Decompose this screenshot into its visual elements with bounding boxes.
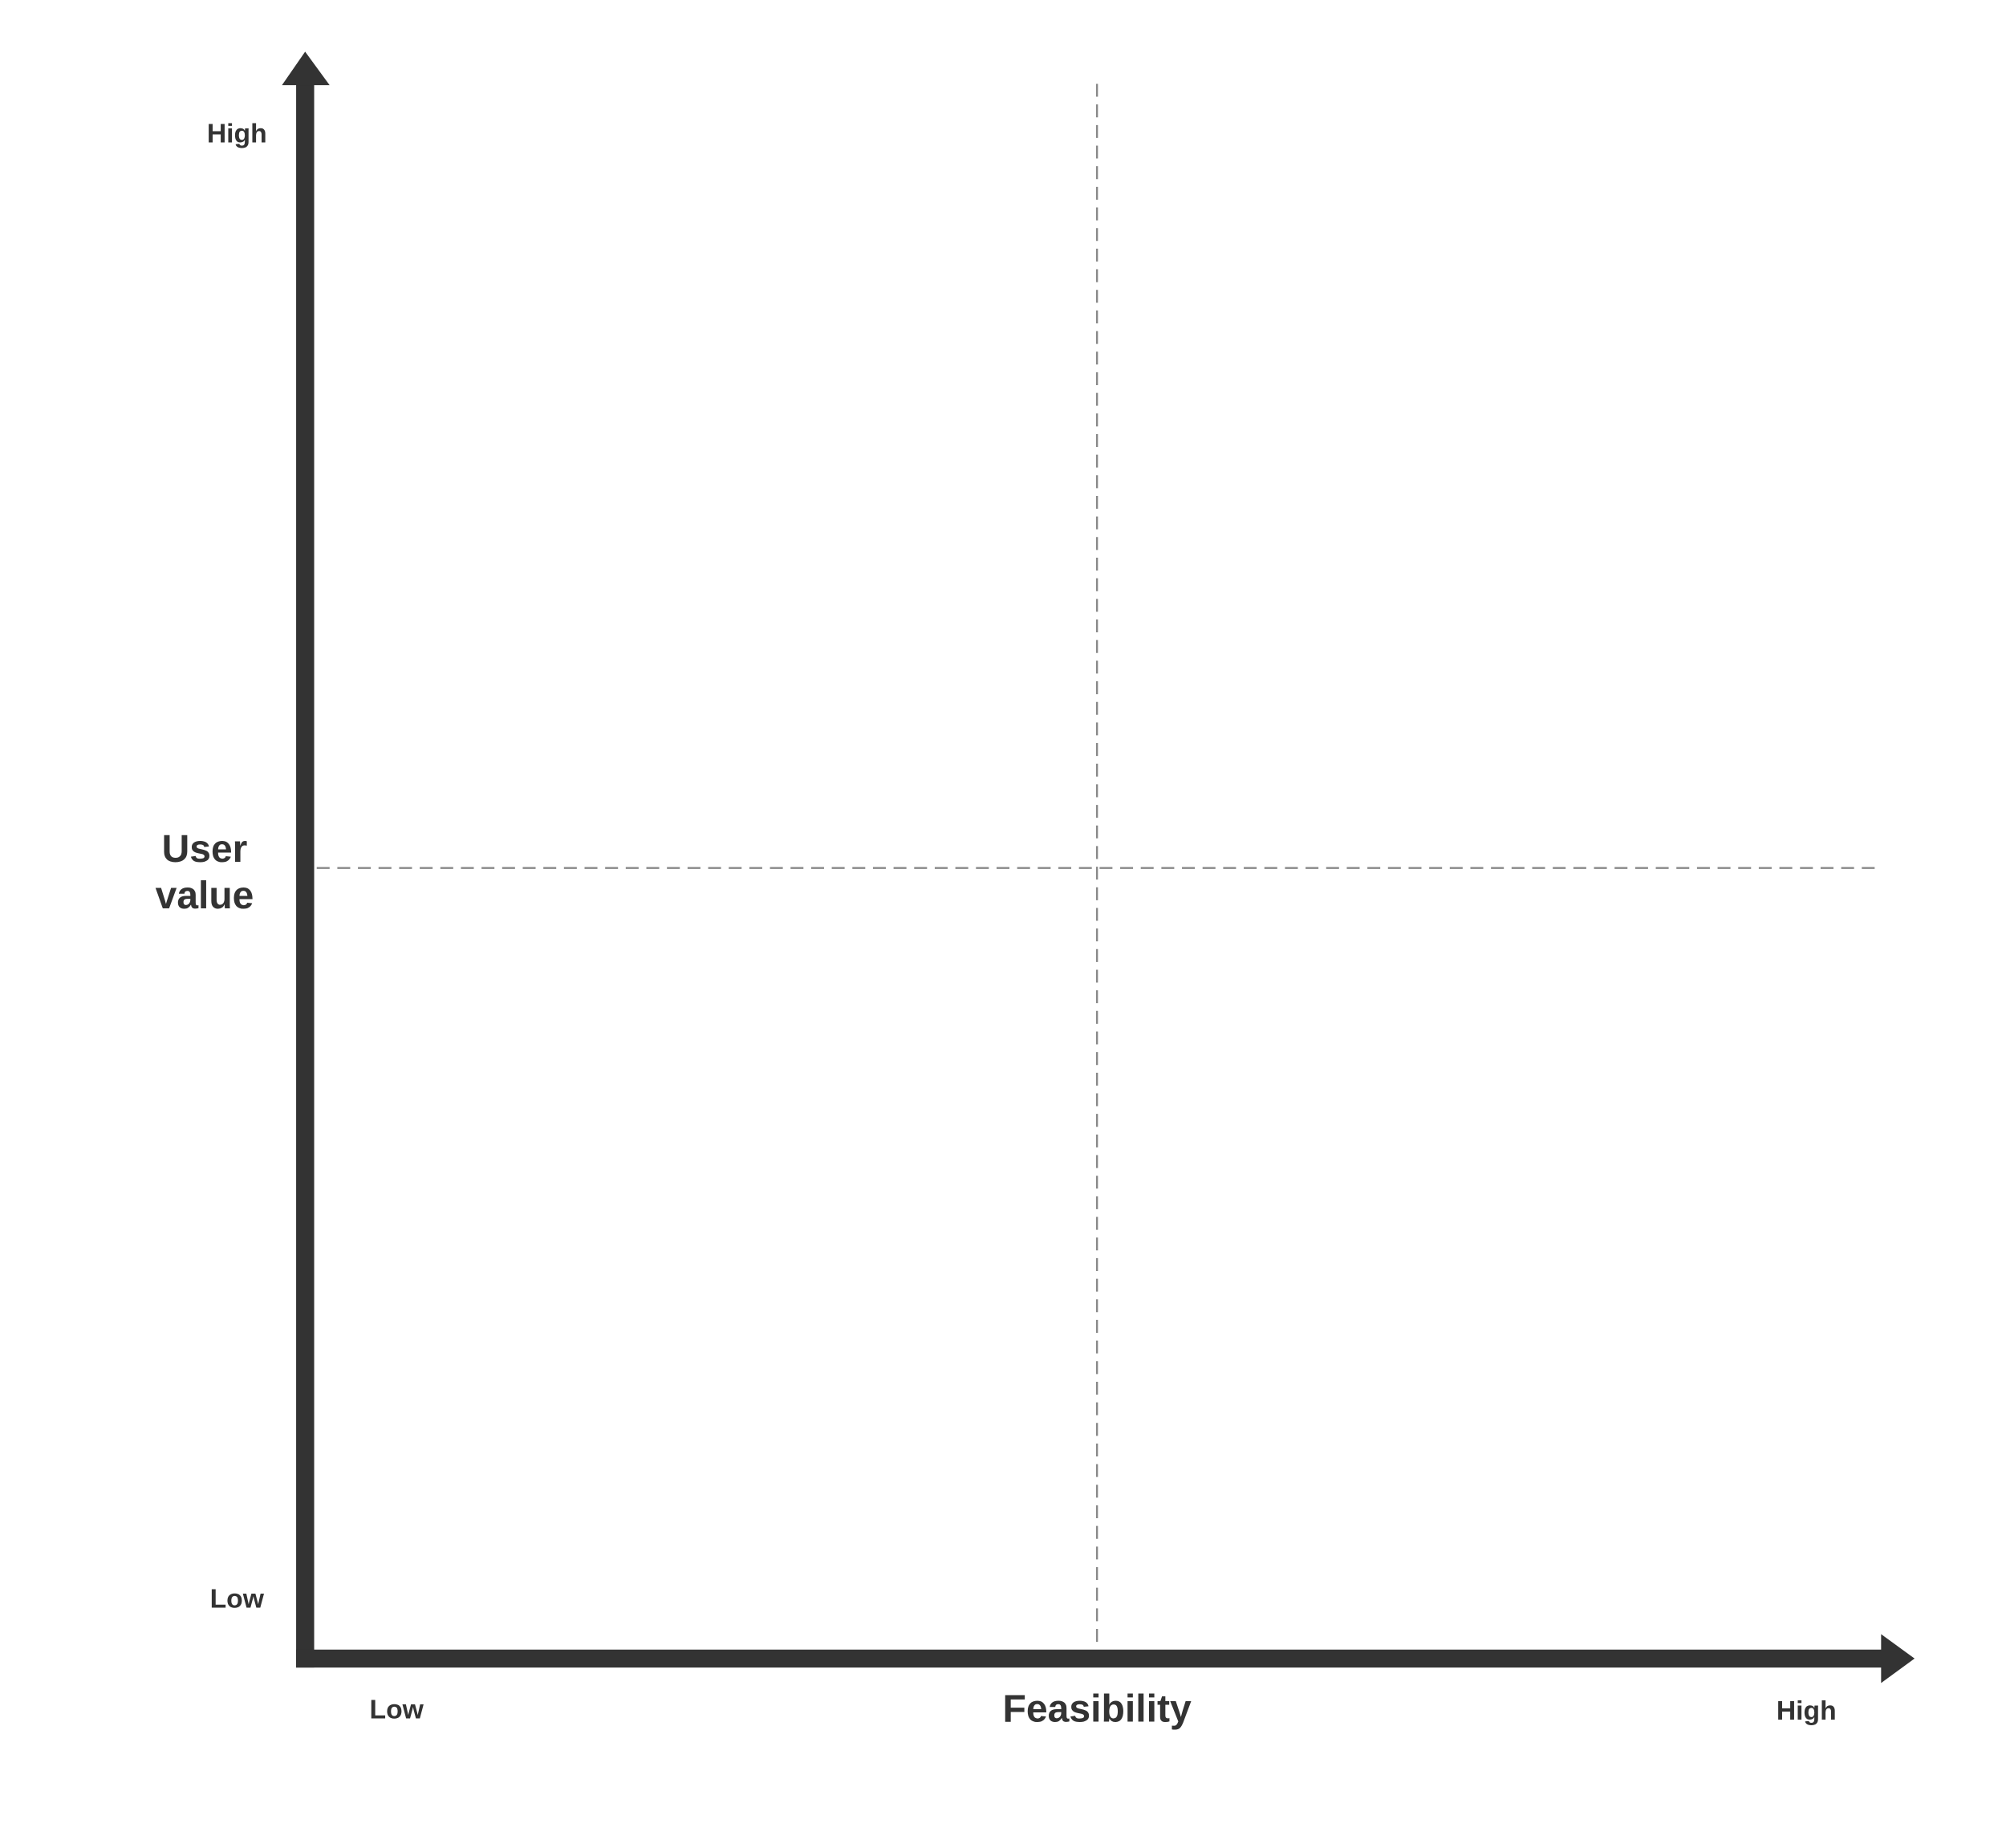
y-axis-title: User value xyxy=(155,828,254,917)
x-high-label: High xyxy=(1777,1696,1837,1726)
y-low-label: Low xyxy=(210,1585,265,1614)
y-axis-arrow xyxy=(282,51,330,86)
x-low-label: Low xyxy=(370,1696,424,1725)
x-axis-arrow xyxy=(1881,1634,1915,1684)
x-axis-title: Feasibility xyxy=(1002,1687,1192,1730)
y-high-label: High xyxy=(207,120,267,149)
